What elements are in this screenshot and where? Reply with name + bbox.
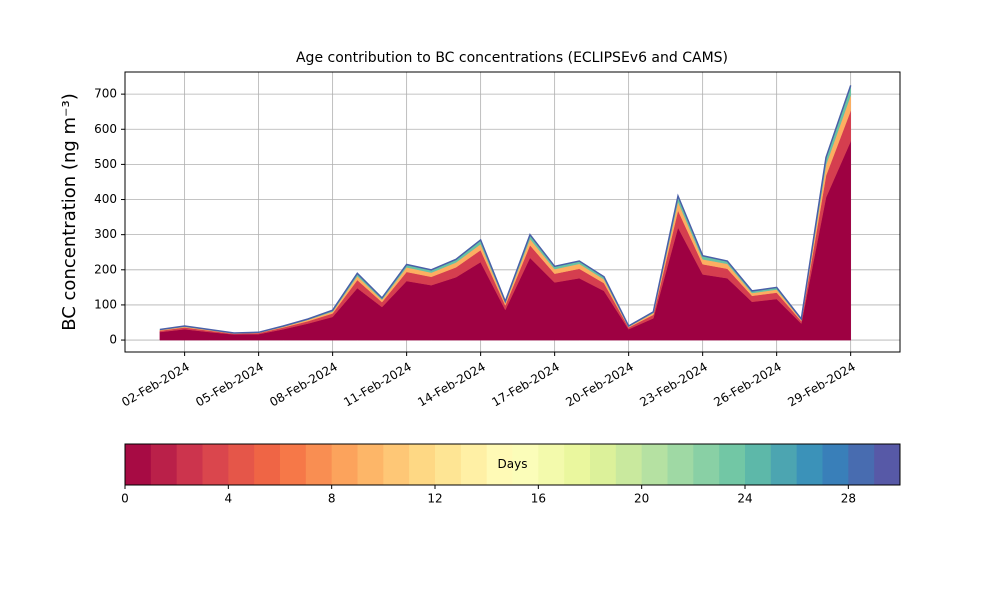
colorbar-tick-label: 4 — [225, 492, 233, 506]
colorbar-segment — [512, 444, 539, 485]
colorbar-segment — [745, 444, 772, 485]
colorbar-segment — [331, 444, 358, 485]
chart-title: Age contribution to BC concentrations (E… — [296, 50, 728, 66]
colorbar-segment — [615, 444, 643, 485]
colorbar-segment — [693, 444, 720, 485]
colorbar-segment — [383, 444, 410, 485]
colorbar-segment — [460, 444, 488, 485]
colorbar-segment — [874, 444, 901, 485]
colorbar-segment — [176, 444, 203, 485]
y-tick-label: 400 — [94, 192, 117, 206]
colorbar-segment — [150, 444, 178, 485]
colorbar-frame — [124, 443, 901, 486]
x-tick-label: 20-Feb-2024 — [563, 360, 636, 410]
colorbar-segment — [435, 444, 462, 485]
colorbar-tick-label: 24 — [737, 492, 752, 506]
x-tick-label: 08-Feb-2024 — [267, 360, 340, 410]
colorbar-tick-label: 0 — [121, 492, 129, 506]
x-tick-label: 23-Feb-2024 — [637, 360, 710, 410]
y-tick-label: 500 — [94, 157, 117, 171]
y-tick-label: 0 — [109, 333, 117, 347]
y-tick-label: 700 — [94, 87, 117, 101]
colorbar-tick-label: 28 — [841, 492, 856, 506]
x-tick-label: 05-Feb-2024 — [193, 360, 266, 410]
colorbar-segment — [770, 444, 798, 485]
colorbar-segment — [357, 444, 384, 485]
y-tick-label: 200 — [94, 262, 117, 276]
colorbar-segment — [254, 444, 281, 485]
colorbar-segment — [822, 444, 849, 485]
total-line — [159, 85, 852, 334]
colorbar-label: Days — [498, 457, 528, 471]
colorbar-tick-label: 20 — [634, 492, 649, 506]
colorbar-segment — [538, 444, 565, 485]
y-axis-label: BC concentration (ng m⁻³) — [59, 93, 80, 331]
colorbar-segment — [228, 444, 255, 485]
colorbar-segment — [280, 444, 307, 485]
colorbar-segment — [125, 444, 152, 485]
colorbar-tick-label: 8 — [328, 492, 336, 506]
y-tick-label: 100 — [94, 297, 117, 311]
colorbar-segment — [486, 444, 513, 485]
plot-frame — [124, 71, 901, 353]
y-tick-label: 300 — [94, 227, 117, 241]
x-tick-label: 17-Feb-2024 — [489, 360, 562, 410]
colorbar-segment — [719, 444, 746, 485]
x-tick-label: 14-Feb-2024 — [415, 360, 488, 410]
x-tick-label: 26-Feb-2024 — [711, 360, 784, 410]
x-tick-label: 29-Feb-2024 — [785, 360, 858, 410]
x-tick-label: 11-Feb-2024 — [341, 360, 414, 410]
x-tick-label: 02-Feb-2024 — [119, 360, 192, 410]
colorbar-segment — [848, 444, 875, 485]
colorbar-segment — [564, 444, 591, 485]
y-tick-label: 600 — [94, 122, 117, 136]
colorbar-segment — [641, 444, 668, 485]
colorbar-segment — [305, 444, 333, 485]
colorbar-tick-label: 16 — [531, 492, 546, 506]
colorbar-segment — [590, 444, 617, 485]
colorbar-segment — [796, 444, 823, 485]
colorbar-tick-label: 12 — [427, 492, 442, 506]
colorbar-segment — [202, 444, 229, 485]
colorbar-segment — [667, 444, 694, 485]
colorbar-segment — [409, 444, 436, 485]
